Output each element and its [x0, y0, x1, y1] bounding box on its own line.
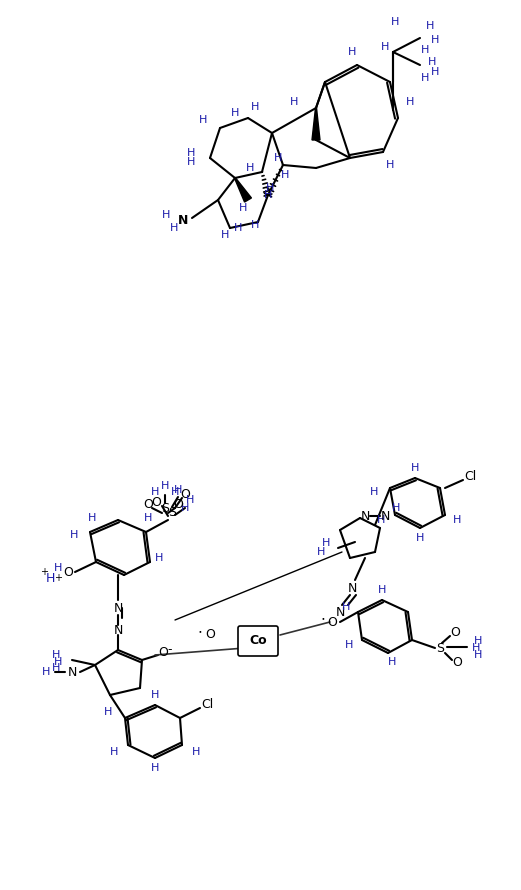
Text: H: H	[151, 690, 159, 700]
Text: H: H	[170, 223, 178, 233]
Text: H: H	[151, 763, 159, 773]
Text: H: H	[52, 650, 60, 660]
Text: H: H	[162, 210, 170, 220]
Text: H: H	[54, 657, 62, 667]
Text: H: H	[42, 667, 50, 677]
Text: H: H	[155, 553, 164, 563]
Text: H: H	[416, 533, 424, 543]
Text: H: H	[239, 203, 247, 213]
Text: S: S	[168, 506, 176, 519]
Text: H: H	[144, 513, 152, 523]
Text: H: H	[421, 73, 429, 83]
Text: S: S	[161, 501, 169, 514]
Text: H: H	[290, 97, 298, 107]
Text: H: H	[174, 485, 182, 495]
Text: H: H	[192, 747, 201, 757]
Text: O: O	[173, 498, 183, 512]
Text: H: H	[161, 481, 169, 491]
Text: O: O	[205, 628, 215, 642]
Text: H: H	[274, 153, 282, 163]
Text: H: H	[472, 643, 480, 653]
Text: H: H	[54, 563, 62, 573]
Text: H: H	[426, 21, 434, 31]
Text: H: H	[406, 97, 414, 107]
Text: H: H	[251, 102, 259, 112]
Text: H: H	[264, 190, 272, 200]
Text: O: O	[450, 627, 460, 640]
Text: H: H	[221, 230, 229, 240]
Text: H: H	[231, 108, 239, 118]
Text: H: H	[342, 602, 350, 612]
Text: Cl: Cl	[201, 699, 213, 711]
Text: H: H	[431, 67, 439, 77]
Text: H: H	[474, 650, 482, 660]
Text: H: H	[104, 707, 112, 717]
Text: H: H	[386, 160, 394, 170]
Text: H: H	[181, 503, 189, 513]
Text: H: H	[377, 515, 385, 525]
Text: N: N	[336, 605, 345, 619]
Text: H: H	[392, 503, 400, 513]
Text: N: N	[178, 214, 188, 226]
Text: H: H	[381, 42, 389, 52]
Polygon shape	[312, 108, 320, 140]
Text: H: H	[151, 487, 159, 497]
Text: H: H	[186, 495, 194, 505]
Text: Cl: Cl	[464, 471, 476, 483]
Text: N: N	[348, 581, 357, 595]
Text: O: O	[143, 498, 153, 512]
Text: H: H	[453, 515, 462, 525]
Text: H: H	[421, 45, 429, 55]
Text: N: N	[67, 666, 77, 678]
Text: H: H	[199, 115, 207, 125]
Text: H: H	[251, 220, 259, 230]
Text: ⋅: ⋅	[197, 625, 203, 640]
Text: H: H	[474, 636, 482, 646]
Text: N: N	[361, 509, 370, 522]
Text: H: H	[171, 487, 179, 497]
Text: H: H	[317, 547, 325, 557]
Text: H: H	[266, 183, 274, 193]
Text: N: N	[113, 602, 122, 614]
Text: H: H	[246, 163, 254, 173]
Text: H: H	[88, 513, 96, 523]
Text: H: H	[388, 657, 396, 667]
Text: -: -	[168, 643, 172, 657]
Text: H: H	[52, 663, 60, 673]
Text: Co: Co	[249, 634, 267, 646]
Text: O: O	[452, 656, 462, 668]
Text: H: H	[321, 538, 330, 548]
Text: H: H	[431, 35, 439, 45]
Polygon shape	[234, 178, 252, 202]
Text: H: H	[344, 640, 353, 650]
Text: N: N	[380, 509, 390, 522]
Text: N: N	[113, 624, 122, 636]
Text: H: H	[428, 57, 436, 67]
Text: H: H	[187, 148, 195, 158]
Text: H: H	[187, 157, 195, 167]
Text: O: O	[327, 616, 337, 628]
Text: O: O	[151, 497, 161, 509]
Text: O: O	[158, 645, 168, 659]
Text: H: H	[234, 223, 242, 233]
Text: ⋅: ⋅	[320, 611, 326, 627]
Text: H: H	[109, 747, 118, 757]
Text: H: H	[70, 530, 78, 540]
Text: H: H	[378, 585, 386, 595]
Text: H: H	[281, 170, 289, 180]
Text: S: S	[436, 642, 444, 654]
Text: O: O	[180, 489, 190, 501]
Text: +: +	[40, 567, 48, 577]
Text: H: H	[369, 487, 378, 497]
Text: H: H	[348, 47, 356, 57]
Text: O: O	[63, 565, 73, 578]
FancyBboxPatch shape	[238, 626, 278, 656]
Text: +: +	[54, 573, 62, 583]
Text: H: H	[411, 463, 419, 473]
Text: H: H	[45, 571, 55, 585]
Text: H: H	[391, 17, 399, 27]
